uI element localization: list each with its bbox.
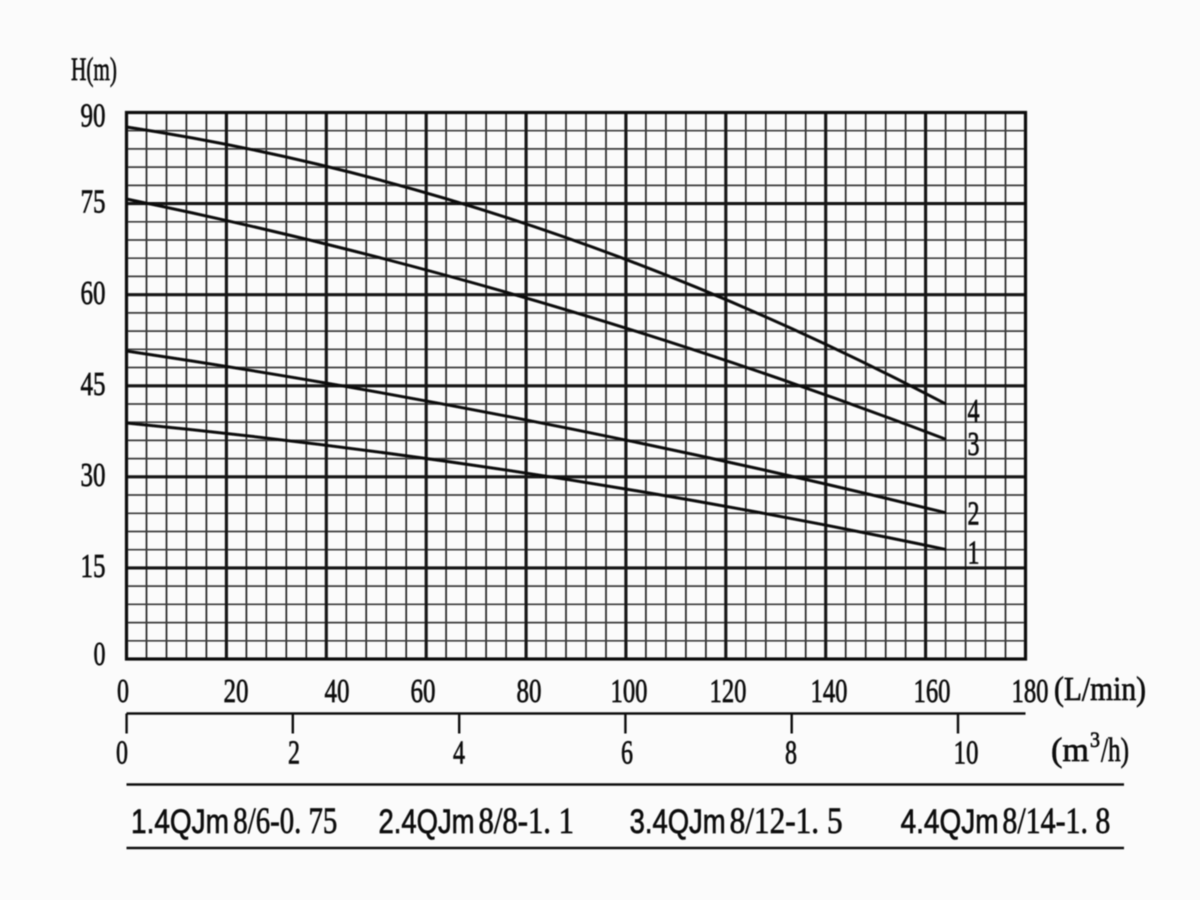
svg-text:60: 60	[81, 275, 106, 312]
svg-text:160: 160	[914, 673, 951, 710]
svg-text:2: 2	[968, 496, 980, 533]
svg-text:2: 2	[288, 735, 300, 772]
svg-text:0: 0	[94, 636, 106, 673]
svg-text:3: 3	[1090, 727, 1100, 752]
svg-text:40: 40	[325, 673, 350, 710]
svg-text:6: 6	[621, 735, 633, 772]
svg-text:2.4QJm: 2.4QJm	[379, 803, 475, 841]
svg-text:3.4QJm: 3.4QJm	[630, 803, 726, 841]
svg-text:8/12-1. 5: 8/12-1. 5	[730, 801, 843, 842]
svg-text:80: 80	[517, 673, 542, 710]
svg-text:1: 1	[968, 535, 980, 572]
svg-text:0: 0	[117, 673, 129, 710]
svg-text:20: 20	[224, 673, 249, 710]
svg-text:8/6-0. 75: 8/6-0. 75	[233, 801, 337, 842]
svg-text:45: 45	[81, 366, 106, 403]
svg-text:10: 10	[954, 735, 979, 772]
svg-text:3: 3	[968, 426, 980, 463]
svg-text:90: 90	[81, 98, 106, 135]
svg-text:H(m): H(m)	[71, 52, 117, 88]
svg-text:75: 75	[81, 184, 106, 221]
svg-text:8: 8	[785, 735, 797, 772]
svg-text:4: 4	[968, 393, 980, 430]
svg-text:8/8-1. 1: 8/8-1. 1	[479, 801, 575, 842]
svg-text:8/14-1. 8: 8/14-1. 8	[1002, 801, 1110, 842]
svg-text:60: 60	[411, 673, 436, 710]
svg-text:/h): /h)	[1101, 732, 1129, 769]
svg-text:180: 180	[1012, 673, 1049, 710]
svg-text:4.4QJm: 4.4QJm	[901, 803, 999, 841]
svg-text:140: 140	[811, 673, 848, 710]
svg-text:30: 30	[81, 457, 106, 494]
svg-text:(L/min): (L/min)	[1054, 671, 1146, 708]
svg-text:(m: (m	[1051, 732, 1089, 769]
svg-text:15: 15	[81, 548, 106, 585]
svg-text:0: 0	[116, 735, 128, 772]
svg-text:4: 4	[453, 735, 465, 772]
svg-text:1.4QJm: 1.4QJm	[131, 803, 229, 841]
svg-text:120: 120	[710, 673, 747, 710]
svg-text:100: 100	[611, 673, 648, 710]
